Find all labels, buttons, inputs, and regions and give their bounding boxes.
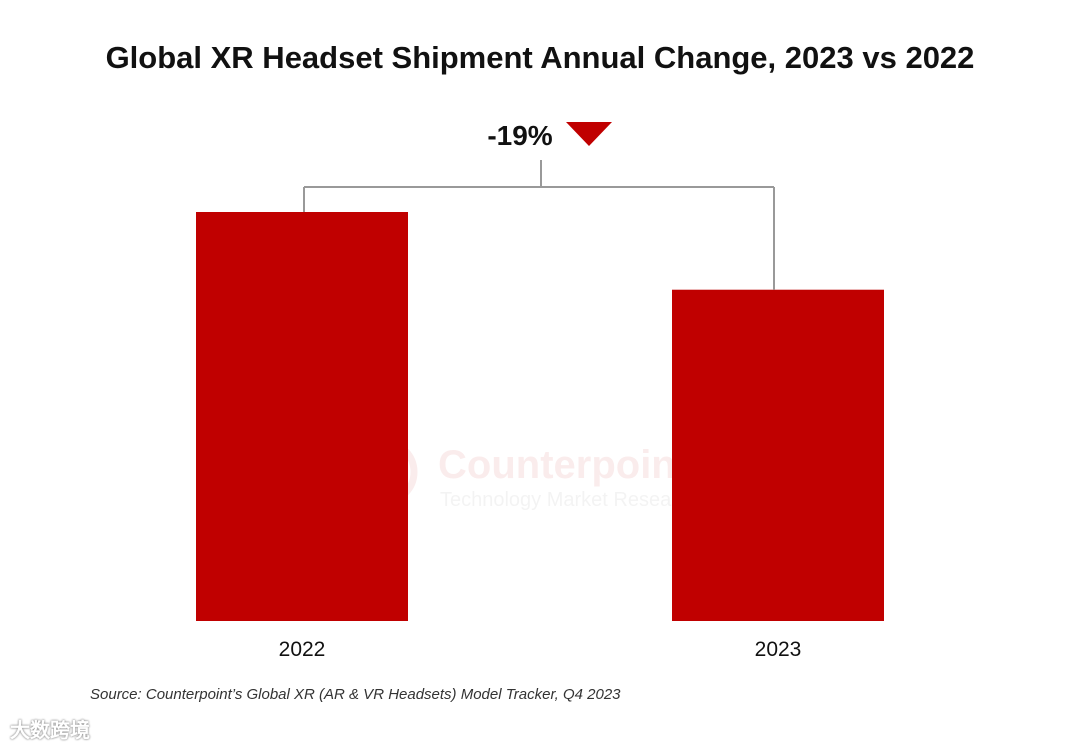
- watermark-tagline: Technology Market Research: [440, 489, 699, 511]
- x-axis-labels: 2022 2023: [279, 638, 802, 661]
- x-tick-label-2023: 2023: [755, 638, 802, 661]
- bar-2022: [196, 212, 408, 621]
- change-connector: [303, 160, 775, 290]
- x-tick-label-2022: 2022: [279, 638, 326, 661]
- down-triangle-icon: [566, 122, 612, 146]
- watermark-brand: Counterpoint: [438, 443, 689, 487]
- watermark: Counterpoint Technology Market Research: [350, 438, 699, 511]
- source-note: Source: Counterpoint’s Global XR (AR & V…: [90, 686, 621, 703]
- change-label: -19%: [487, 120, 552, 151]
- bar-2023: [672, 289, 884, 621]
- bars: [196, 212, 884, 621]
- chart-title: Global XR Headset Shipment Annual Change…: [105, 40, 975, 75]
- corner-logo: 大数跨境: [10, 720, 90, 742]
